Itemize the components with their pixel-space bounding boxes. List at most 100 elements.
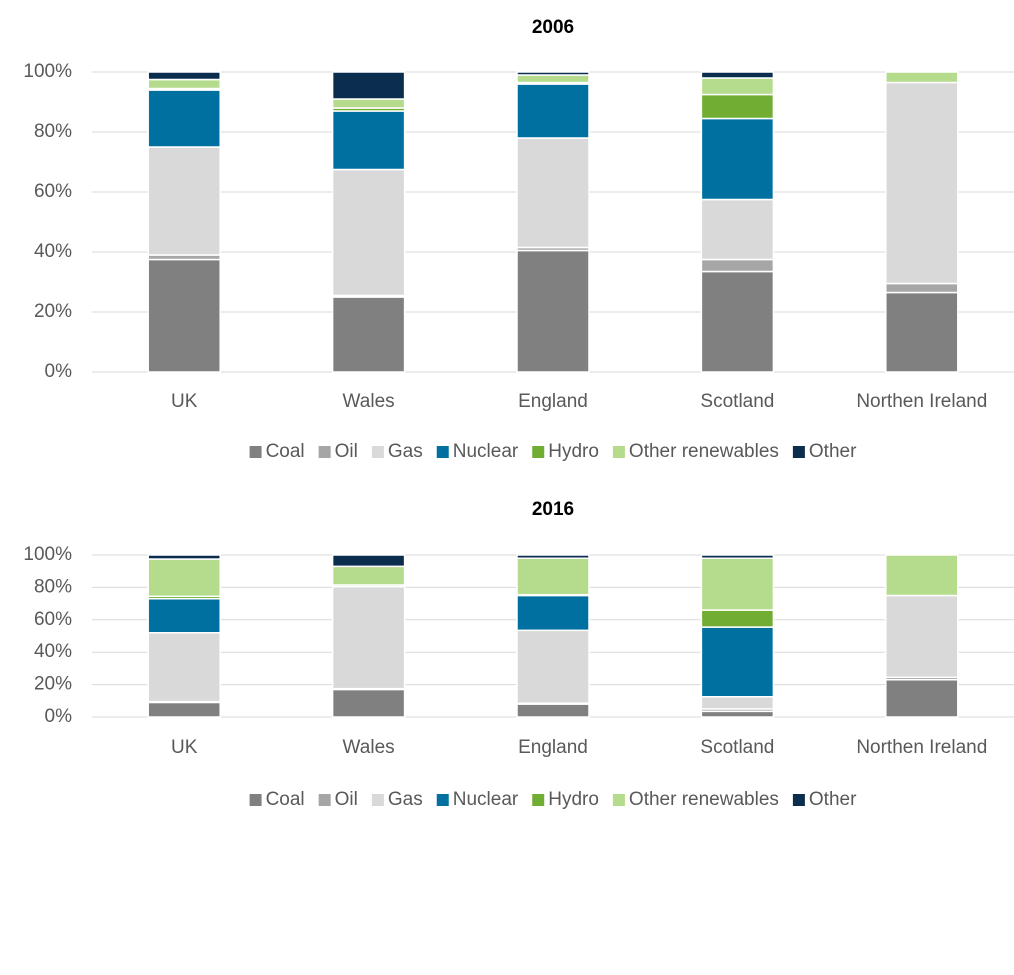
bar-segment <box>147 78 221 90</box>
bar-segment <box>700 270 775 373</box>
legend-swatch <box>318 446 331 458</box>
bar-segment <box>700 117 775 201</box>
legend-swatch <box>371 794 384 806</box>
y-tick-label: 40% <box>34 241 72 262</box>
bar-segment <box>516 554 590 559</box>
bar-segment <box>700 258 775 273</box>
legend-swatch <box>532 446 545 458</box>
y-tick-label: 80% <box>34 576 72 597</box>
legend-swatch <box>436 794 449 806</box>
bar-segment <box>700 626 775 698</box>
bar-segment <box>516 71 590 76</box>
legend-label: Coal <box>266 441 305 462</box>
bar-segment <box>331 565 406 586</box>
x-tick-label: Scotland <box>700 391 774 412</box>
x-tick-label: Northen Ireland <box>856 737 987 758</box>
bar-segment <box>516 83 590 139</box>
bar-segment <box>700 77 775 96</box>
x-tick-label: England <box>518 391 588 412</box>
bar-segment <box>331 688 406 718</box>
legend-swatch <box>436 446 449 458</box>
bar-segment <box>885 594 959 679</box>
bar-segment <box>885 554 959 597</box>
bar-segment <box>700 609 775 628</box>
bar-segment <box>147 554 221 560</box>
bar-segment <box>147 89 221 148</box>
bar-segment <box>516 137 590 249</box>
bar-segment <box>700 696 775 710</box>
bar-segment <box>516 249 590 373</box>
legend-label: Hydro <box>548 441 599 462</box>
bar-segment <box>700 710 775 718</box>
y-tick-label: 100% <box>23 544 72 565</box>
bar-segment <box>331 168 406 297</box>
legend-label: Hydro <box>548 789 599 810</box>
legend-label: Oil <box>335 789 358 810</box>
legend-swatch <box>318 794 331 806</box>
legend-swatch <box>612 446 625 458</box>
bar-segment <box>885 282 959 294</box>
x-tick-label: UK <box>171 737 198 758</box>
legend-swatch <box>612 794 625 806</box>
legend-label: Gas <box>388 441 423 462</box>
y-tick-label: 40% <box>34 641 72 662</box>
chart-title: 2016 <box>532 499 574 520</box>
bar-segment <box>700 557 775 611</box>
y-tick-label: 0% <box>45 706 73 727</box>
legend-label: Other <box>809 789 857 810</box>
legend-swatch <box>371 446 384 458</box>
bar-segment <box>147 701 221 718</box>
legend-swatch <box>249 446 262 458</box>
legend-label: Nuclear <box>453 441 519 462</box>
legend-label: Nuclear <box>453 789 519 810</box>
y-tick-label: 100% <box>23 61 72 82</box>
x-tick-label: England <box>518 737 588 758</box>
bar-segment <box>700 554 775 559</box>
bar-segment <box>147 632 221 703</box>
x-tick-label: Wales <box>343 391 395 412</box>
bar-segment <box>700 93 775 120</box>
bar-segment <box>885 71 959 84</box>
x-tick-label: UK <box>171 391 198 412</box>
y-tick-label: 20% <box>34 674 72 695</box>
bar-segment <box>516 703 590 718</box>
bar-segment <box>885 678 959 718</box>
bar-segment <box>700 198 775 261</box>
bar-segment <box>516 594 590 632</box>
legend-swatch <box>532 794 545 806</box>
y-tick-label: 20% <box>34 301 72 322</box>
bar-segment <box>700 71 775 79</box>
legend-label: Other renewables <box>629 441 779 462</box>
bar-segment <box>147 146 221 256</box>
bar-segment <box>331 98 406 109</box>
bar-segment <box>885 81 959 285</box>
x-tick-label: Wales <box>343 737 395 758</box>
legend-swatch <box>792 446 805 458</box>
bar-segment <box>331 71 406 100</box>
legend-label: Other renewables <box>629 789 779 810</box>
bar-segment <box>331 110 406 171</box>
legend-swatch <box>249 794 262 806</box>
legend-label: Coal <box>266 789 305 810</box>
y-tick-label: 60% <box>34 609 72 630</box>
bar-segment <box>885 291 959 373</box>
bar-segment <box>331 296 406 373</box>
legend-label: Oil <box>335 441 358 462</box>
bar-segment <box>331 585 406 690</box>
bar-segment <box>516 74 590 84</box>
bar-segment <box>516 557 590 596</box>
x-tick-label: Northen Ireland <box>856 391 987 412</box>
bar-segment <box>147 597 221 634</box>
chart-title: 2006 <box>532 17 574 38</box>
x-tick-label: Scotland <box>700 737 774 758</box>
legend-label: Other <box>809 441 857 462</box>
bar-segment <box>147 558 221 598</box>
y-tick-label: 0% <box>45 361 73 382</box>
bar-segment <box>147 71 221 81</box>
bar-segment <box>516 629 590 704</box>
bar-segment <box>331 554 406 568</box>
legend-label: Gas <box>388 789 423 810</box>
legend-swatch <box>792 794 805 806</box>
y-tick-label: 80% <box>34 121 72 142</box>
